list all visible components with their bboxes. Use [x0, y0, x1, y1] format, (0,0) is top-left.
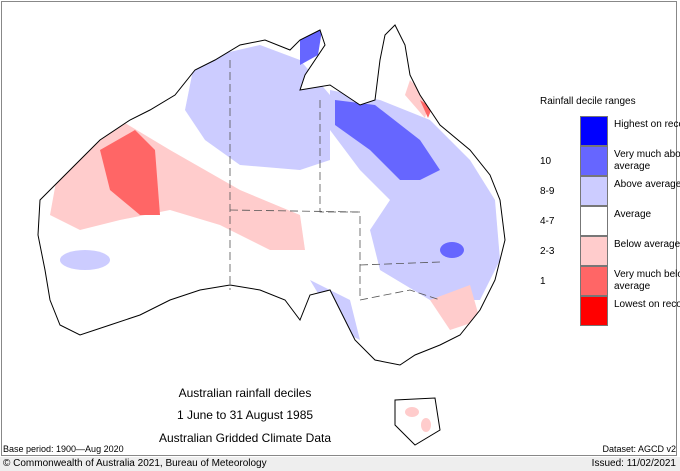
tasmania [394, 397, 441, 446]
legend-item: 4-7 Average [540, 206, 680, 236]
legend: Rainfall decile ranges Highest on record… [540, 96, 680, 326]
map-border [1, 1, 677, 456]
very-much-below-average-patch [420, 100, 432, 118]
copyright: © Commonwealth of Australia 2021, Bureau… [3, 458, 267, 469]
below-average-patch [405, 80, 430, 118]
very-much-below-average-region [100, 130, 160, 215]
above-average-region-nt [185, 45, 330, 170]
below-average-patch-tas [405, 407, 419, 417]
legend-item: 8-9 Above average [540, 176, 680, 206]
above-average-region-wa [60, 250, 110, 270]
footer: © Commonwealth of Australia 2021, Bureau… [0, 457, 680, 471]
map-title-line-3: Australian Gridded Climate Data [158, 431, 332, 445]
very-much-above-average-patch [440, 242, 464, 258]
map-title-line-1: Australian rainfall deciles [178, 386, 312, 400]
legend-title: Rainfall decile ranges [540, 96, 636, 107]
legend-item: 2-3 Below average [540, 236, 680, 266]
legend-item: Lowest on record [540, 296, 680, 326]
below-average-patch-tas [421, 418, 431, 432]
below-average-region-nsw [430, 285, 480, 330]
dataset-label: Dataset: AGCD v2 [602, 444, 676, 454]
very-much-above-average-region [335, 100, 440, 180]
very-much-above-average-patch [300, 30, 322, 65]
legend-item: Highest on record [540, 116, 680, 146]
base-period: Base period: 1900—Aug 2020 [3, 444, 124, 454]
issued-date: Issued: 11/02/2021 [591, 458, 676, 469]
state-borders [229, 60, 441, 301]
map-title-line-2: 1 June to 31 August 1985 [176, 408, 314, 422]
